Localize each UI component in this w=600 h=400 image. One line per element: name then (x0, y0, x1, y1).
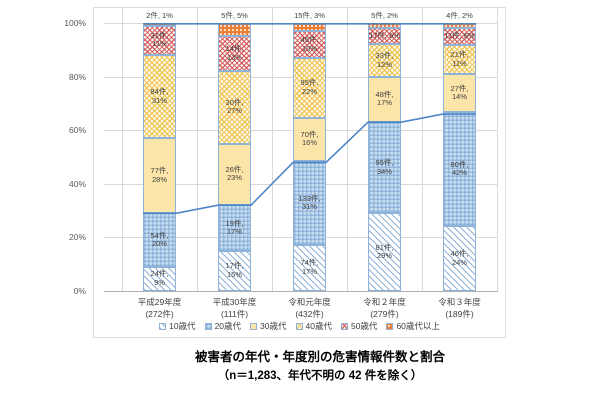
legend-item-30歳代: 30歳代 (250, 320, 287, 332)
x-category-label: 平成29年度 (272件) (137, 297, 182, 319)
chart-caption: 被害者の年代・年度別の危害情報件数と割合 （n＝1,283、年代不明の 42 件… (110, 348, 530, 385)
legend-item-60歳代以上: 60歳代以上 (386, 320, 440, 332)
segment-50歳代 (143, 25, 176, 56)
segment-40歳代 (293, 58, 326, 118)
x-category-label: 平成30年度 (111件) (212, 297, 257, 319)
y-tick-label: 40% (68, 178, 86, 189)
legend-label: 20歳代 (214, 321, 242, 331)
line-overlay (143, 23, 476, 215)
segment-40歳代 (143, 55, 176, 139)
legend-item-20歳代: 20歳代 (204, 320, 242, 332)
segment-10歳代 (218, 250, 251, 291)
segment-30歳代 (368, 76, 401, 123)
segment-30歳代 (143, 138, 176, 214)
segment-20歳代 (143, 213, 176, 267)
legend-item-40歳代: 40歳代 (295, 320, 332, 332)
legend-marker-icon (204, 322, 212, 330)
segment-10歳代 (293, 244, 326, 291)
caption-title: 被害者の年代・年度別の危害情報件数と割合 (194, 350, 445, 364)
x-category-label: 令和２年度 (279件) (363, 297, 406, 319)
segment-20歳代 (443, 112, 476, 227)
legend-item-10歳代: 10歳代 (159, 320, 196, 332)
segment-50歳代 (293, 31, 326, 59)
y-tick-label: 20% (68, 232, 86, 243)
gridline-vertical (422, 7, 423, 291)
gridline-vertical (497, 7, 498, 291)
plot-area: 24件, 9% 54件, 20% 77件, 28% 84件, 31% 31件, 11% 2… (122, 11, 497, 291)
gridline-vertical (347, 7, 348, 291)
gridline-vertical (272, 7, 273, 291)
segment-30歳代 (443, 74, 476, 113)
segment-10歳代 (368, 213, 401, 291)
segment-50歳代 (443, 28, 476, 45)
x-category-count: (111件) (220, 309, 249, 319)
legend-label: 60歳代以上 (396, 321, 440, 331)
segment-20歳代 (293, 161, 326, 245)
caption-subtitle: （n＝1,283、年代不明の 42 件を除く） (217, 370, 423, 382)
segment-50歳代 (218, 36, 251, 72)
segment-40歳代 (368, 44, 401, 77)
stacked-bar-令和３年度 (443, 23, 476, 291)
legend-label: 50歳代 (350, 321, 378, 331)
cumulative-line (143, 113, 476, 215)
legend-marker-icon (295, 322, 303, 330)
y-tick-label: 0% (73, 286, 86, 296)
x-category-count: (279件) (370, 309, 399, 319)
stacked-bar-平成29年度 (143, 23, 176, 291)
legend: 10歳代 20歳代 30歳代 40歳代 50歳代 60歳代以上 (93, 320, 506, 332)
legend-marker-icon (250, 322, 258, 330)
segment-30歳代 (218, 143, 251, 206)
stacked-bar-令和２年度 (368, 23, 401, 291)
legend-label: 30歳代 (260, 321, 287, 331)
segment-20歳代 (368, 122, 401, 214)
segment-10歳代 (143, 266, 176, 291)
segment-40歳代 (443, 44, 476, 75)
segment-40歳代 (218, 71, 251, 144)
legend-marker-icon (340, 322, 348, 330)
gridline-vertical (197, 7, 198, 291)
legend-label: 40歳代 (305, 321, 332, 331)
segment-10歳代 (443, 226, 476, 291)
segment-30歳代 (293, 117, 326, 162)
segment-60歳代以上 (218, 23, 251, 37)
legend-label: 10歳代 (169, 321, 196, 331)
gridline-vertical (122, 7, 123, 291)
y-tick-label: 80% (68, 71, 86, 82)
x-category-label: 令和３年度 (189件) (438, 297, 481, 319)
legend-marker-icon (386, 322, 394, 330)
segment-50歳代 (368, 28, 401, 45)
x-category-count: (272件) (145, 309, 174, 319)
y-tick-label: 100% (64, 18, 86, 28)
x-category-count: (432件) (295, 309, 324, 319)
y-tick-label: 60% (68, 125, 86, 136)
chart-frame (93, 7, 506, 338)
gridline-0% (104, 291, 498, 292)
x-category-label: 令和元年度 (432件) (288, 297, 331, 319)
legend-marker-icon (159, 322, 167, 330)
x-category-count: (189件) (445, 309, 474, 319)
legend-item-50歳代: 50歳代 (340, 320, 378, 332)
